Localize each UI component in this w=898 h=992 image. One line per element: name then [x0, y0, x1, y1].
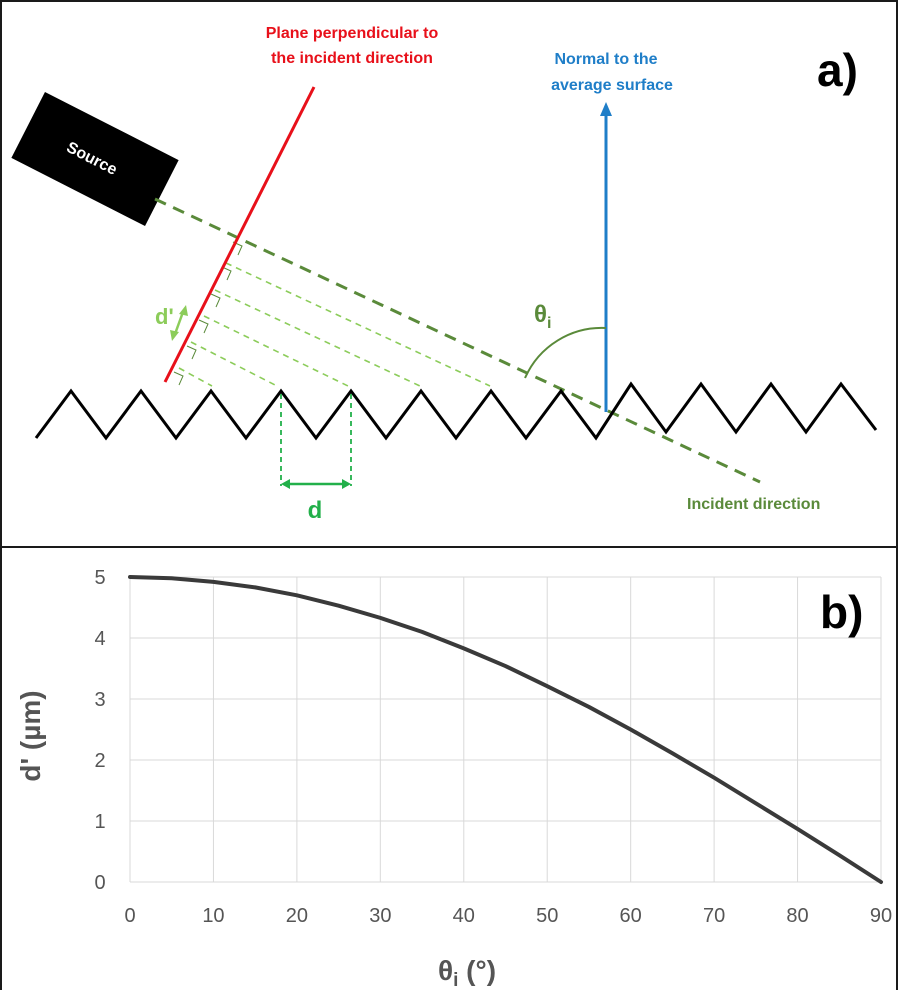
series-point	[129, 576, 131, 578]
perpendicular-plane-line	[163, 86, 316, 383]
x-tick-label: 30	[369, 905, 391, 927]
series-point	[797, 828, 799, 830]
y-tick-label: 5	[94, 567, 105, 589]
series-point	[463, 647, 465, 649]
d-label: d	[308, 497, 323, 524]
chart-canvas: 0 10 20 30 40 50 60 70 80 90 0 1 2 3 4 5 b) d' (µm) θi …	[15, 567, 892, 991]
series-point	[630, 729, 632, 730]
panel-b-chart: 0 10 20 30 40 50 60 70 80 90 0 1 2 3 4 5 b) d' (µm) θi …	[0, 546, 898, 991]
series-line	[128, 575, 883, 884]
series-point	[880, 881, 882, 883]
y-tick-label: 1	[94, 811, 105, 833]
diagram-canvas: Source	[11, 25, 878, 524]
d-marker	[280, 394, 352, 486]
panel-a-diagram: Source	[0, 0, 898, 548]
plane-label-line1: Plane perpendicular to	[266, 25, 439, 42]
angle-arc	[524, 326, 607, 379]
x-tick-label: 50	[536, 905, 558, 927]
series-point	[838, 854, 840, 856]
ray-2	[214, 289, 421, 387]
series-point	[296, 594, 298, 596]
x-tick-label: 40	[453, 905, 475, 927]
x-tick-label: 80	[786, 905, 808, 927]
ray-3	[203, 315, 349, 387]
x-tick-label: 0	[124, 905, 135, 927]
source-box: Source	[11, 91, 179, 227]
series-point	[755, 802, 757, 804]
y-tick-label: 2	[94, 750, 105, 772]
x-tick-label: 10	[202, 905, 224, 927]
ray-4	[190, 341, 278, 387]
x-tick-label: 90	[870, 905, 892, 927]
rough-surface-zigzag	[34, 381, 878, 441]
x-axis-title: θi (°)	[438, 955, 496, 991]
series-point	[713, 777, 715, 779]
panel-a-label: a)	[817, 44, 858, 96]
x-tick-label: 60	[620, 905, 642, 927]
x-tick-label: 70	[703, 905, 725, 927]
x-tick-label: 20	[286, 905, 308, 927]
series-point	[671, 752, 673, 754]
y-tick-label: 3	[94, 689, 105, 711]
panel-b-label: b)	[820, 586, 863, 638]
ray-1	[225, 262, 491, 387]
chart-ticks: 0 10 20 30 40 50 60 70 80 90 0 1 2 3 4 5	[94, 567, 892, 927]
chart-series	[128, 575, 883, 884]
normal-label-line1: Normal to the	[554, 51, 657, 68]
series-point	[254, 586, 256, 588]
d-prime-label: d'	[155, 304, 174, 329]
plane-label-line2: the incident direction	[271, 50, 433, 67]
parallel-rays	[178, 262, 491, 387]
series-point	[338, 605, 340, 607]
d-prime-arrow	[173, 311, 185, 335]
chart-grid	[129, 576, 882, 883]
series-point	[379, 617, 381, 619]
series-point	[212, 581, 214, 583]
y-tick-label: 4	[94, 628, 105, 650]
y-axis-title: d' (µm)	[15, 690, 46, 781]
theta-i-label: θi	[534, 301, 551, 332]
normal-arrowhead	[600, 102, 612, 116]
y-tick-label: 0	[94, 872, 105, 894]
normal-label-line2: average surface	[551, 77, 673, 94]
series-point	[588, 706, 590, 708]
incident-direction-label: Incident direction	[687, 496, 820, 513]
incident-direction-line	[154, 197, 761, 484]
series-point	[505, 665, 506, 667]
series-point	[421, 631, 423, 633]
series-point	[171, 577, 173, 579]
ray-5	[178, 367, 213, 387]
series-point	[546, 685, 548, 687]
